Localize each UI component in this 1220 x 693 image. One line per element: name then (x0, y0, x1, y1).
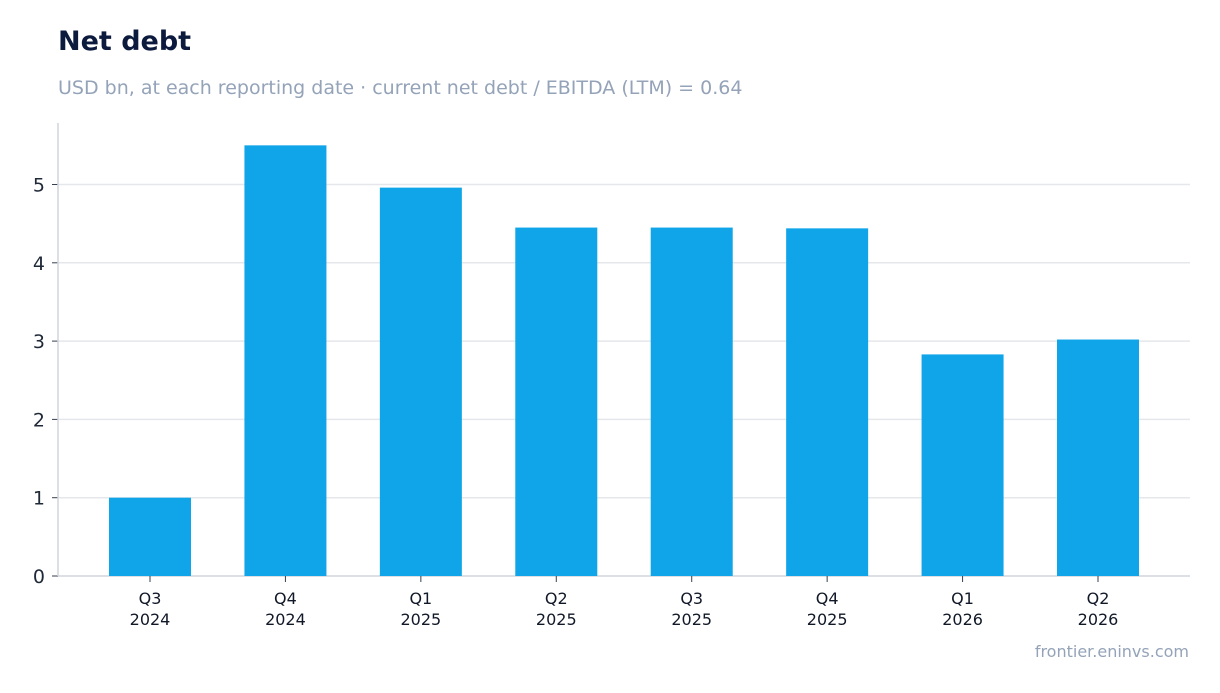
bar (786, 228, 869, 576)
bar (379, 187, 462, 576)
y-tick-label: 0 (33, 566, 45, 588)
x-tick-label-year: 2024 (265, 610, 306, 629)
source-label: frontier.eninvs.com (1034, 642, 1189, 661)
x-tick-label-quarter: Q4 (274, 589, 297, 608)
chart-title: Net debt (58, 26, 192, 57)
x-tick-label-year: 2025 (807, 610, 848, 629)
y-tick-label: 3 (33, 331, 45, 353)
y-tick-label: 5 (33, 175, 45, 197)
x-tick-label-year: 2025 (536, 610, 577, 629)
x-tick-label-quarter: Q1 (409, 589, 432, 608)
x-tick-label-quarter: Q3 (139, 589, 162, 608)
bar (244, 145, 327, 576)
bar (650, 227, 733, 576)
x-tick-label-quarter: Q2 (1087, 589, 1110, 608)
x-tick-label-quarter: Q4 (816, 589, 839, 608)
bar (109, 497, 191, 576)
x-tick-label-quarter: Q3 (680, 589, 703, 608)
x-tick-label-year: 2026 (942, 610, 983, 629)
x-tick-label-year: 2025 (400, 610, 441, 629)
y-tick-label: 4 (33, 253, 45, 275)
x-tick-label-year: 2026 (1078, 610, 1119, 629)
bar (1057, 339, 1139, 576)
bar (921, 354, 1004, 576)
x-tick-label-quarter: Q2 (545, 589, 568, 608)
y-tick-label: 2 (33, 409, 45, 431)
x-tick-label-year: 2024 (130, 610, 171, 629)
y-tick-label: 1 (33, 488, 45, 510)
x-tick-label-quarter: Q1 (951, 589, 974, 608)
chart-subtitle: USD bn, at each reporting date · current… (58, 77, 743, 99)
x-tick-label-year: 2025 (671, 610, 712, 629)
bar (515, 227, 598, 576)
